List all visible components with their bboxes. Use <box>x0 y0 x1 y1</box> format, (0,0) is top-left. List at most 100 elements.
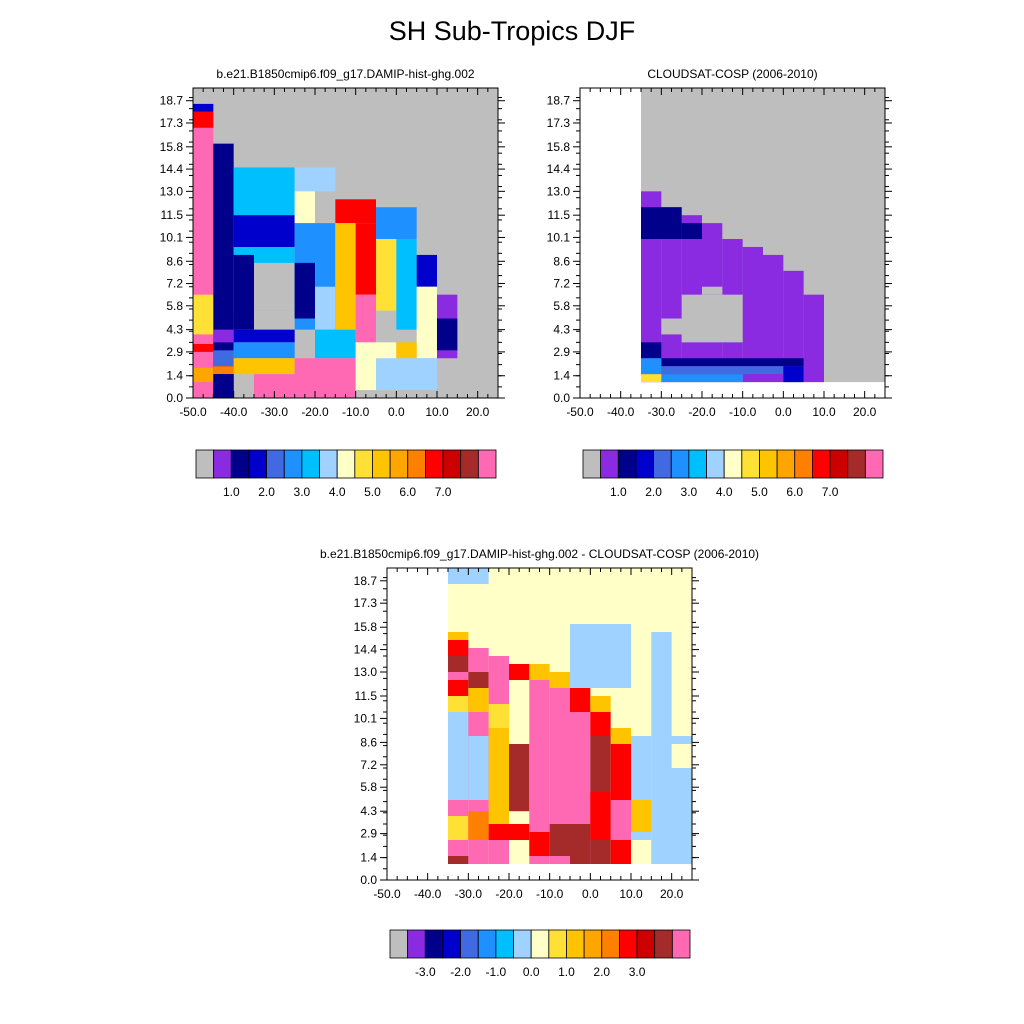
y-tick-label: 15.8 <box>547 140 571 154</box>
heatmap-cell <box>335 199 376 224</box>
colorbar-label: -1.0 <box>486 965 507 979</box>
heatmap-cell <box>315 286 336 330</box>
heatmap-cell <box>376 358 437 391</box>
x-tick-label: 10.0 <box>619 887 643 901</box>
y-tick-label: 4.3 <box>166 323 183 337</box>
heatmap-cell <box>193 111 214 128</box>
heatmap-cell <box>213 329 234 343</box>
heatmap-cell <box>488 824 530 840</box>
heatmap-cell <box>233 215 295 247</box>
heatmap-cell <box>213 374 234 398</box>
heatmap-cell <box>529 664 550 680</box>
y-tick-label: 18.7 <box>547 94 571 108</box>
x-tick-label: -30.0 <box>261 405 289 419</box>
colorbar-label: 2.0 <box>645 485 662 499</box>
colorbar-swatch <box>566 929 585 959</box>
colorbar-label: 3.0 <box>681 485 698 499</box>
x-tick-label: -50.0 <box>566 405 594 419</box>
y-tick-label: 13.0 <box>160 184 184 198</box>
heatmap-cell <box>570 824 591 864</box>
y-tick-label: 18.7 <box>354 574 378 588</box>
heatmap-cell <box>233 329 295 343</box>
colorbar-label: 1.0 <box>558 965 575 979</box>
colorbar-label: 7.0 <box>435 485 452 499</box>
panel-title: b.e21.B1850cmip6.f09_g17.DAMIP-hist-ghg.… <box>320 547 759 561</box>
colorbar-label: 0.0 <box>523 965 540 979</box>
heatmap-cell <box>233 342 295 359</box>
colorbar-swatch <box>671 929 691 959</box>
heatmap-cell <box>681 223 702 240</box>
colorbar-swatch <box>495 929 514 959</box>
colorbar-label: 2.0 <box>258 485 275 499</box>
heatmap-cell <box>742 246 763 383</box>
colorbar-swatch <box>583 929 603 959</box>
heatmap-cell <box>661 374 743 383</box>
y-tick-label: 1.4 <box>166 369 183 383</box>
heatmap-cell <box>233 254 254 330</box>
y-tick-label: 7.2 <box>166 277 183 291</box>
x-tick-label: -40.0 <box>414 887 442 901</box>
colorbar-label: 7.0 <box>822 485 839 499</box>
colorbar-label: -3.0 <box>415 965 436 979</box>
y-tick-label: 1.4 <box>360 851 377 865</box>
heatmap-cell <box>193 343 214 352</box>
x-tick-label: -10.0 <box>342 405 370 419</box>
heatmap-cell <box>294 358 356 398</box>
y-tick-label: 0.0 <box>360 873 377 887</box>
heatmap-cell <box>468 672 489 688</box>
heatmap-cell <box>661 366 784 375</box>
heatmap-cell <box>671 744 692 768</box>
colorbar-label: 3.0 <box>294 485 311 499</box>
y-tick-label: 14.4 <box>160 162 184 176</box>
heatmap-cell <box>641 374 662 383</box>
heatmap-cell <box>763 254 784 383</box>
heatmap-cell <box>610 800 631 840</box>
heatmap-cell <box>254 262 295 311</box>
heatmap-cell <box>631 800 652 832</box>
y-tick-label: 11.5 <box>161 208 184 222</box>
y-tick-label: 8.6 <box>166 254 183 268</box>
heatmap-cell <box>529 672 550 864</box>
y-tick-label: 10.1 <box>160 230 184 244</box>
x-tick-label: -30.0 <box>648 405 676 419</box>
heatmap-cell <box>590 712 611 736</box>
colorbar-label: 5.0 <box>364 485 381 499</box>
x-tick-label: 10.0 <box>812 405 836 419</box>
heatmap-cell <box>213 366 234 375</box>
y-tick-label: 15.8 <box>354 620 378 634</box>
y-tick-label: 14.4 <box>547 162 571 176</box>
heatmap-cell <box>549 688 570 864</box>
y-tick-label: 10.1 <box>354 711 378 725</box>
y-tick-label: 13.0 <box>547 184 571 198</box>
heatmap-cell <box>610 728 631 744</box>
heatmap-cell <box>448 656 469 672</box>
x-tick-label: -30.0 <box>455 887 483 901</box>
heatmap-cell <box>416 254 437 287</box>
x-tick-label: -50.0 <box>373 887 401 901</box>
colorbar-label: 1.0 <box>223 485 240 499</box>
heatmap-cell <box>468 811 489 840</box>
heatmap-cell <box>580 88 641 398</box>
x-tick-label: 0.0 <box>388 405 405 419</box>
heatmap-cell <box>294 167 336 192</box>
heatmap-cell <box>590 792 611 840</box>
x-tick-label: 10.0 <box>425 405 449 419</box>
heatmap-cell <box>387 568 448 880</box>
heatmap-cell <box>294 191 315 224</box>
x-tick-label: -40.0 <box>607 405 635 419</box>
y-tick-label: 1.4 <box>553 369 570 383</box>
heatmap-cell <box>661 207 682 383</box>
heatmap-cell <box>448 696 469 712</box>
colorbar-swatch <box>389 929 409 959</box>
y-tick-label: 7.2 <box>360 758 377 772</box>
heatmap-cell <box>783 270 804 383</box>
y-tick-label: 13.0 <box>354 665 378 679</box>
x-tick-label: -10.0 <box>729 405 757 419</box>
x-tick-label: -20.0 <box>301 405 329 419</box>
colorbar-label: 2.0 <box>593 965 610 979</box>
y-tick-label: 2.9 <box>360 827 377 841</box>
heatmap-cell <box>570 624 631 688</box>
y-tick-label: 5.8 <box>553 299 570 313</box>
colorbar-swatch <box>477 449 497 479</box>
